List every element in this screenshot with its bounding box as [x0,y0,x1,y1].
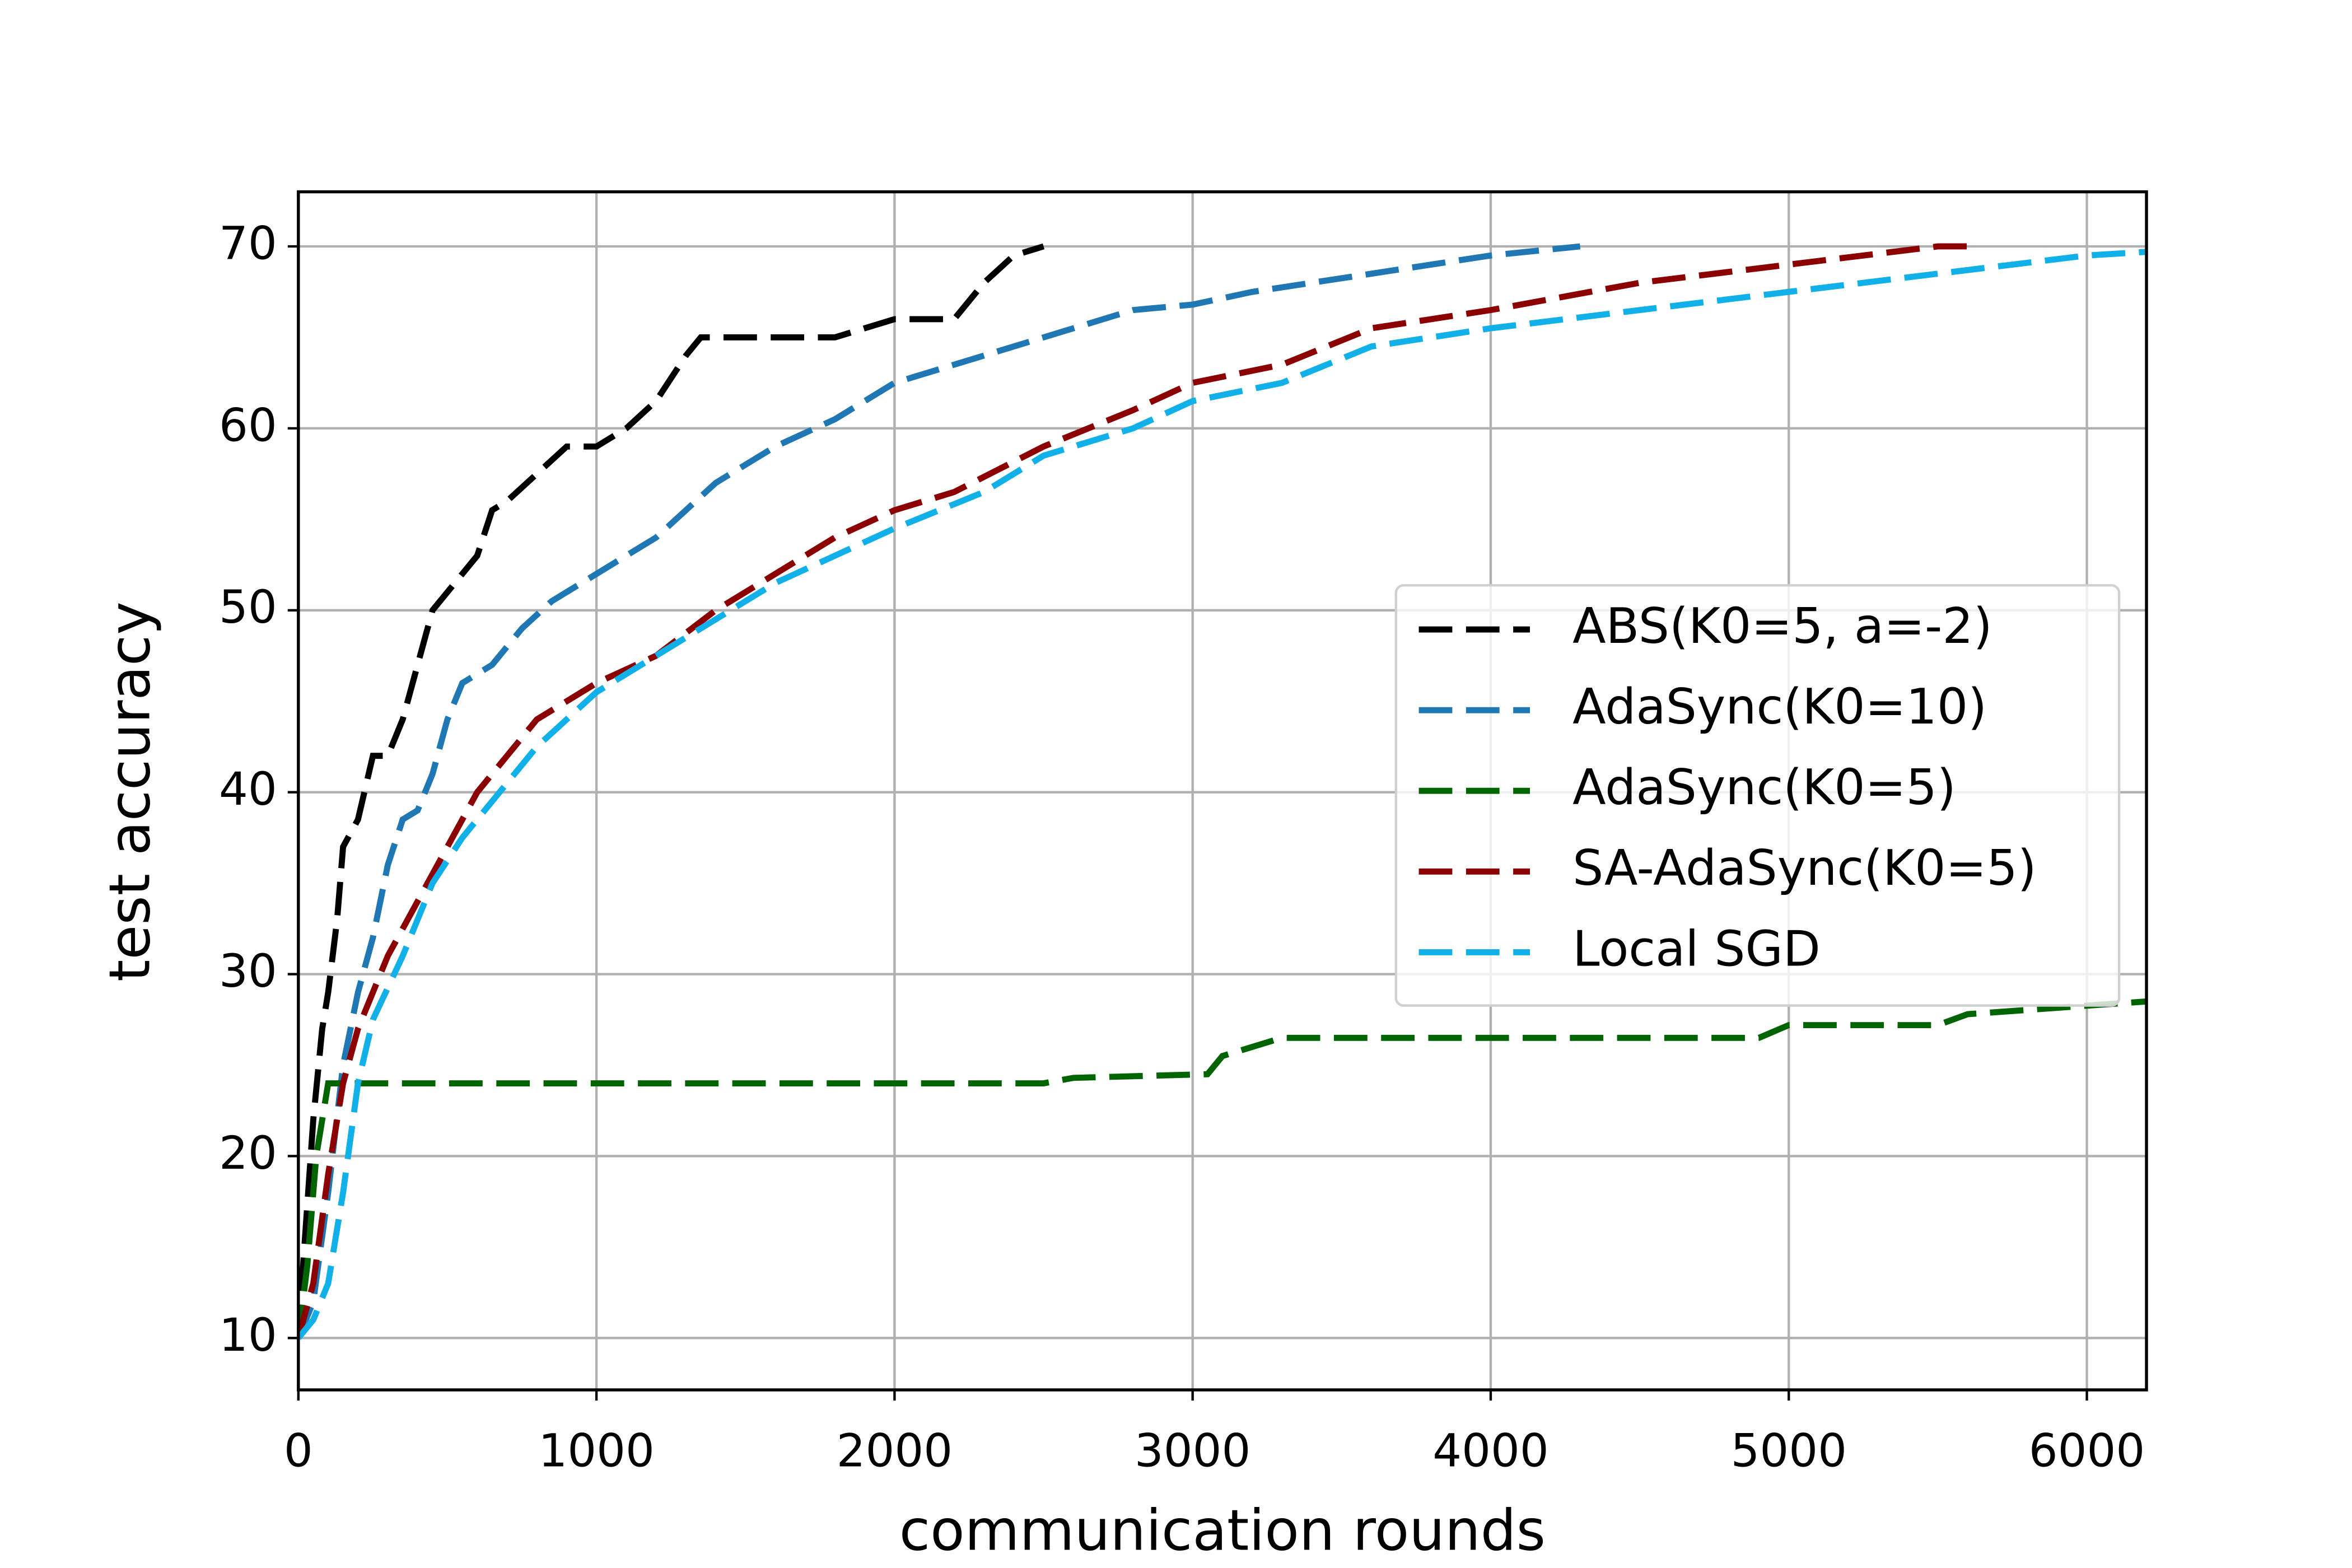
y-tick-label: 70 [219,217,277,270]
x-tick-label: 2000 [837,1425,953,1478]
legend-box [1394,584,2121,1007]
series-line [298,243,1581,1340]
y-tick-label: 40 [219,763,277,816]
series-line [298,998,2147,1339]
plot-area [298,243,2147,1340]
y-tick-label: 60 [219,399,277,452]
x-tick-label: 5000 [1730,1425,1847,1478]
series-line [298,243,1968,1339]
x-axis-label: communication rounds [899,1498,1546,1564]
legend: ABS(K0=5, a=-2) AdaSync(K0=10) AdaSync(K0=… [1394,584,2121,1007]
x-tick-label: 0 [284,1425,313,1478]
series-line [298,249,2147,1340]
legend-label: SA-AdaSync(K0=5) [1572,839,2037,897]
ticks: 0 1000 2000 3000 4000 5000 6000 10 20 30 40 50 60 70 [219,217,2145,1477]
legend-label: AdaSync(K0=10) [1572,678,1987,735]
legend-label: Local SGD [1572,920,1821,977]
x-tick-label: 4000 [1432,1425,1549,1478]
axes-frame [297,190,2148,1392]
y-tick-label: 30 [219,945,277,998]
legend-label: ABS(K0=5, a=-2) [1572,598,1992,655]
y-tick-label: 10 [219,1309,277,1362]
legend-label: AdaSync(K0=5) [1572,759,1956,816]
y-tick-label: 50 [219,581,277,634]
y-axis-label: test accuracy [97,601,163,982]
series-line [298,243,1045,1338]
x-tick-label: 3000 [1135,1425,1251,1478]
y-tick-label: 20 [219,1127,277,1180]
x-tick-label: 1000 [538,1425,655,1478]
x-tick-label: 6000 [2029,1425,2145,1478]
